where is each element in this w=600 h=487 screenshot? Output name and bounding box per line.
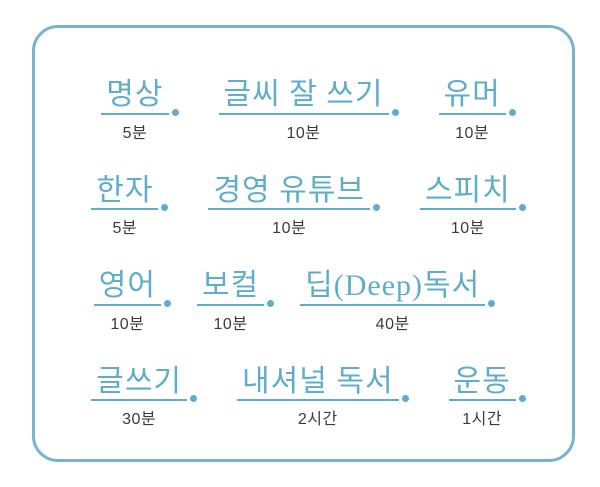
activity-label: 글쓰기 <box>91 364 198 403</box>
activity-duration: 5분 <box>112 220 138 238</box>
activity-duration: 5분 <box>122 124 148 142</box>
activity-duration: 10분 <box>272 220 307 238</box>
activity-label: 내셔널 독서 <box>237 364 409 403</box>
activity-label-text: 글쓰기 <box>96 364 183 398</box>
activity-label-text: 딥(Deep)독서 <box>305 269 481 303</box>
period-dot-icon <box>508 108 516 116</box>
activity-duration: 10분 <box>110 315 145 333</box>
activity-duration: 10분 <box>286 124 321 142</box>
activity-duration: 40분 <box>375 315 410 333</box>
activity-label-text: 보컬 <box>201 269 260 303</box>
period-dot-icon <box>171 108 179 116</box>
activity-duration: 10분 <box>455 124 490 142</box>
schedule-row: 한자 5분 경영 유튜브 10분 스피치 10분 <box>35 174 572 239</box>
schedule-item: 딥(Deep)독서 40분 <box>300 269 496 334</box>
activity-label-text: 유머 <box>443 78 501 111</box>
activity-label: 운동 <box>448 364 526 403</box>
activity-duration: 2시간 <box>297 411 338 429</box>
schedule-item: 운동 1시간 <box>448 364 526 430</box>
activity-label-text: 글씨 잘 쓰기 <box>223 78 384 111</box>
activity-label-text: 내셔널 독서 <box>242 364 394 398</box>
schedule-item: 유머 10분 <box>438 78 516 143</box>
schedule-row: 명상 5분 글씨 잘 쓰기 10분 유머 10분 <box>35 78 572 143</box>
schedule-item: 글씨 잘 쓰기 10분 <box>218 78 399 143</box>
schedule-item: 한자 5분 <box>91 173 169 239</box>
period-dot-icon <box>401 395 409 403</box>
activity-label-text: 스피치 <box>424 173 511 207</box>
schedule-item: 보컬 10분 <box>196 269 275 334</box>
period-dot-icon <box>372 204 380 212</box>
period-dot-icon <box>391 108 399 116</box>
schedule-item: 영어 10분 <box>93 269 171 334</box>
period-dot-icon <box>267 299 275 307</box>
schedule-item: 내셔널 독서 2시간 <box>237 364 409 430</box>
activity-label-text: 한자 <box>96 173 154 207</box>
activity-label: 경영 유튜브 <box>208 173 380 212</box>
activity-label: 유머 <box>438 78 516 116</box>
activity-duration: 10분 <box>213 315 248 333</box>
activity-label-text: 명상 <box>106 78 164 111</box>
period-dot-icon <box>161 204 169 212</box>
activity-label: 한자 <box>91 173 169 212</box>
schedule-row: 영어 10분 보컬 10분 딥(Deep)독서 40분 <box>21 269 558 334</box>
activity-label: 글씨 잘 쓰기 <box>218 78 399 116</box>
activity-label-text: 영어 <box>98 269 156 303</box>
activity-label: 영어 <box>93 269 171 307</box>
activity-label: 스피치 <box>419 173 526 212</box>
period-dot-icon <box>488 299 496 307</box>
schedule-row: 글쓰기 30분 내셔널 독서 2시간 운동 1시간 <box>35 365 572 430</box>
activity-duration: 1시간 <box>462 411 503 429</box>
activity-duration: 10분 <box>450 220 485 238</box>
schedule-item: 글쓰기 30분 <box>91 364 198 430</box>
schedule-item: 스피치 10분 <box>419 173 526 239</box>
activity-duration: 30분 <box>122 411 157 429</box>
activity-label: 딥(Deep)독서 <box>300 269 496 307</box>
activity-label: 명상 <box>101 78 179 116</box>
period-dot-icon <box>518 204 526 212</box>
activity-label: 보컬 <box>196 269 275 307</box>
activity-label-text: 경영 유튜브 <box>213 173 365 207</box>
routine-board: 명상 5분 글씨 잘 쓰기 10분 유머 10분 한자 5분 경영 유튜브 10… <box>32 25 575 462</box>
schedule-item: 명상 5분 <box>101 78 179 143</box>
schedule-item: 경영 유튜브 10분 <box>208 173 380 239</box>
period-dot-icon <box>190 395 198 403</box>
activity-label-text: 운동 <box>453 364 511 398</box>
period-dot-icon <box>518 395 526 403</box>
period-dot-icon <box>163 299 171 307</box>
